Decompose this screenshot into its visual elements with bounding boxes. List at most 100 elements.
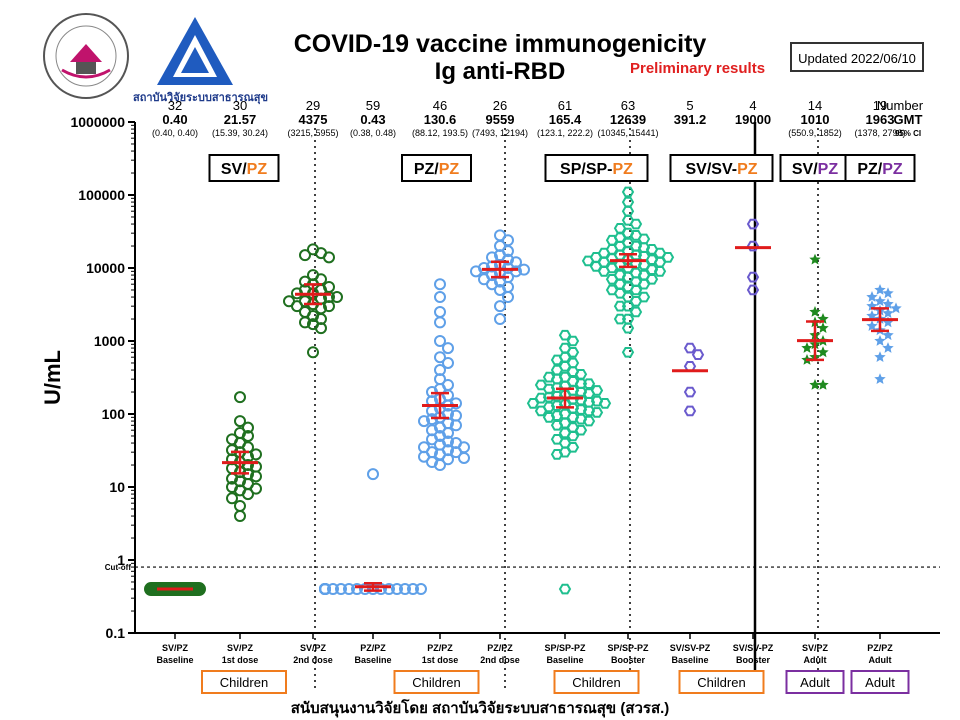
x-tick-label: SV/PZ xyxy=(802,643,829,653)
x-tick-label: SV/SV-PZ xyxy=(733,643,774,653)
data-point xyxy=(518,263,530,276)
data-point xyxy=(882,342,894,353)
age-group-box xyxy=(678,670,765,694)
data-point xyxy=(542,412,556,423)
group-ci: (123.1, 222.2) xyxy=(537,128,593,138)
data-point xyxy=(434,305,446,318)
data-point xyxy=(558,329,572,341)
group-ci: (1378, 2798) xyxy=(854,128,905,138)
data-point xyxy=(550,400,564,411)
age-group-box xyxy=(201,670,287,694)
data-point xyxy=(653,266,667,277)
data-point xyxy=(458,451,470,464)
data-point xyxy=(621,347,635,358)
data-point xyxy=(621,205,635,217)
group-gmt: 12639 xyxy=(610,112,646,127)
regimen-label: SV/PZ xyxy=(221,161,267,178)
data-point xyxy=(319,583,331,596)
header-ci: 95% CI xyxy=(895,129,921,138)
data-point xyxy=(566,430,580,442)
y-tick-label: 0.1 xyxy=(106,625,126,641)
data-point xyxy=(882,316,894,328)
data-point xyxy=(574,424,588,436)
data-point xyxy=(581,255,595,267)
data-point xyxy=(434,421,446,434)
data-point xyxy=(242,421,254,434)
regimen-label-part: PZ xyxy=(737,161,758,178)
data-point xyxy=(683,405,697,417)
chart-subtitle: Ig anti-RBD xyxy=(434,58,566,85)
cutoff-label: Cut-off xyxy=(105,563,132,572)
data-point xyxy=(746,218,760,230)
data-point xyxy=(882,307,894,319)
group-n: 46 xyxy=(433,98,447,113)
data-point xyxy=(746,240,760,252)
data-point xyxy=(486,278,498,291)
regimen-label-part: PZ xyxy=(439,161,460,178)
y-tick-label: 10 xyxy=(109,479,125,495)
data-point xyxy=(234,391,246,404)
data-point xyxy=(550,420,564,431)
group-gmt: 130.6 xyxy=(424,112,457,127)
data-point xyxy=(299,275,311,288)
group-gmt: 391.2 xyxy=(674,112,707,127)
y-tick-label: 100 xyxy=(102,406,126,422)
data-point xyxy=(383,583,395,596)
updated-badge: Updated 2022/06/10 xyxy=(790,42,924,72)
regimen-label-part: SV/ xyxy=(792,161,818,178)
age-group-box xyxy=(850,670,910,694)
group-ci: (88.12, 193.5) xyxy=(412,128,468,138)
x-tick-label: SP/SP-PZ xyxy=(544,643,586,653)
age-group-box xyxy=(553,670,640,694)
group-ci: (7493, 12194) xyxy=(472,128,528,138)
data-point xyxy=(391,583,403,596)
data-point xyxy=(746,271,760,283)
regimen-label-part: SV/ xyxy=(221,161,247,178)
data-point xyxy=(502,291,514,304)
group-n: 14 xyxy=(808,98,822,113)
regimen-label: PZ/PZ xyxy=(414,161,460,178)
regimen-box xyxy=(208,154,280,182)
data-point xyxy=(434,278,446,291)
group-ci: (15.39, 30.24) xyxy=(212,128,268,138)
data-point xyxy=(526,398,540,409)
x-tick-sublabel: 1st dose xyxy=(422,655,459,665)
data-point xyxy=(809,306,821,317)
regimen-label-part: PZ xyxy=(613,161,634,178)
data-point xyxy=(542,391,556,403)
regimen-box xyxy=(401,154,472,182)
group-ci: (0.40, 0.40) xyxy=(152,128,198,138)
x-tick-label: PZ/PZ xyxy=(867,643,893,653)
x-tick-sublabel: Baseline xyxy=(671,655,708,665)
group-gmt: 21.57 xyxy=(224,112,257,127)
x-tick-label: SP/SP-PZ xyxy=(607,643,649,653)
group-gmt: 19000 xyxy=(735,112,771,127)
data-point xyxy=(817,322,829,333)
x-tick-sublabel: Baseline xyxy=(546,655,583,665)
data-point xyxy=(691,349,705,360)
group-n: 61 xyxy=(558,98,572,113)
group-gmt: 1963 xyxy=(866,112,895,127)
data-point xyxy=(890,302,902,314)
data-point xyxy=(470,265,482,278)
data-point xyxy=(621,196,635,208)
data-point xyxy=(434,316,446,329)
data-point xyxy=(874,351,886,362)
data-point xyxy=(434,291,446,304)
data-point xyxy=(442,453,454,466)
data-point xyxy=(242,488,254,501)
group-n: 5 xyxy=(686,98,693,113)
regimen-label-part: PZ/ xyxy=(857,161,882,178)
university-logo xyxy=(43,13,129,99)
x-tick-sublabel: 2nd dose xyxy=(293,655,333,665)
regimen-box xyxy=(544,154,649,182)
data-point xyxy=(566,335,580,347)
regimen-label-part: SP/SP- xyxy=(560,161,612,178)
group-ci: (3215, 5955) xyxy=(287,128,338,138)
data-point xyxy=(550,364,564,376)
data-point xyxy=(291,300,303,313)
regimen-label: SP/SP-PZ xyxy=(560,161,633,178)
regimen-label: PZ/PZ xyxy=(857,161,903,178)
data-point xyxy=(874,295,886,307)
x-tick-label: SV/SV-PZ xyxy=(670,643,711,653)
